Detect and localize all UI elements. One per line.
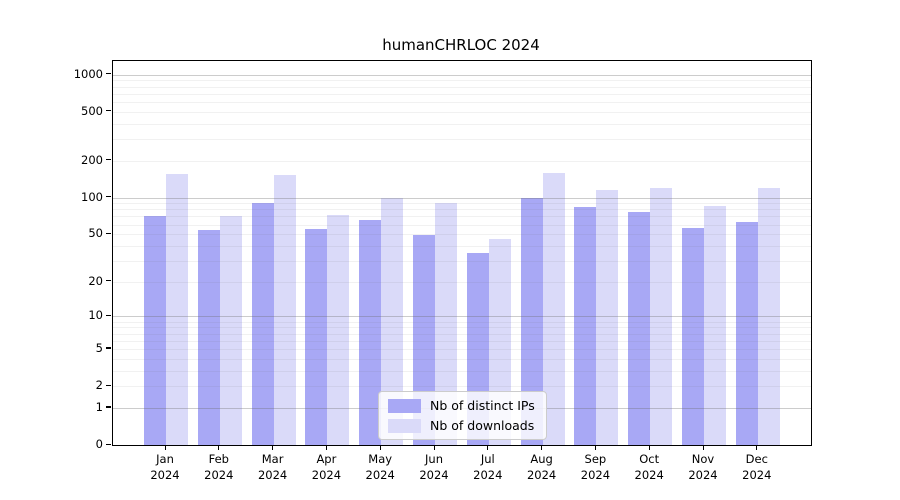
y-tick-label-10: 10 [88,308,103,323]
y-tick-500 [106,110,111,112]
x-tick-label-jul: Jul 2024 [473,452,503,482]
x-tick-apr [325,445,328,450]
chart-title: humanCHRLOC 2024 [382,36,540,54]
bar-downloads-feb [219,215,242,445]
legend: Nb of distinct IPs Nb of downloads [378,391,547,440]
bar-distinct-ips-apr [305,229,328,445]
y-tick-label-50: 50 [88,226,103,241]
x-tick-label-nov: Nov 2024 [688,452,718,482]
x-tick-label-may: May 2024 [365,452,395,482]
y-tick-200 [106,159,111,161]
bar-downloads-jun [435,203,457,445]
y-tick-50 [106,232,111,234]
bar-distinct-ips-feb [197,230,220,445]
y-tick-label-2: 2 [95,378,103,393]
x-tick-jan [164,445,166,450]
x-tick-label-mar: Mar 2024 [257,452,288,482]
bar-distinct-ips-nov [682,228,704,445]
x-tick-oct [648,445,650,450]
x-tick-dec [756,445,758,450]
y-tick-0 [106,443,111,445]
bar-downloads-mar [273,175,296,445]
bar-downloads-aug [542,172,565,445]
y-tick-label-500: 500 [81,103,103,118]
y-tick-1000 [106,73,111,75]
x-tick-may [379,445,381,450]
bar-distinct-ips-mar [251,203,274,445]
x-tick-label-dec: Dec 2024 [742,452,772,482]
legend-entry-downloads: Nb of downloads [388,418,535,433]
x-tick-label-sep: Sep 2024 [580,452,611,482]
x-tick-label-oct: Oct 2024 [634,452,664,482]
y-tick-10 [106,314,111,317]
x-tick-label-apr: Apr 2024 [311,452,342,482]
x-tick-aug [541,445,543,450]
y-tick-20 [106,280,111,282]
x-tick-mar [272,445,274,450]
y-tick-5 [106,347,111,349]
x-tick-nov [702,445,704,450]
y-tick-label-20: 20 [88,273,103,288]
bar-distinct-ips-sep [574,206,597,445]
bar-downloads-dec [757,187,780,445]
y-tick-label-1: 1 [95,399,103,414]
legend-entry-distinct-ips: Nb of distinct IPs [388,398,535,413]
legend-swatch-distinct-ips [388,398,421,413]
bar-distinct-ips-may [359,220,382,445]
y-tick-label-1000: 1000 [73,66,103,81]
y-tick-label-0: 0 [95,437,103,451]
y-tick-label-5: 5 [95,340,103,355]
bar-distinct-ips-jan [144,215,166,445]
bar-downloads-jan [166,173,188,445]
bar-distinct-ips-oct [628,212,651,445]
legend-label-distinct-ips: Nb of distinct IPs [430,398,535,413]
y-tick-1 [106,406,111,408]
x-tick-label-aug: Aug 2024 [526,452,557,482]
bar-downloads-oct [650,188,673,445]
y-tick-label-100: 100 [81,189,103,204]
x-tick-jun [433,445,435,450]
legend-swatch-downloads [388,418,421,433]
y-tick-100 [106,196,111,198]
bar-downloads-apr [327,215,350,445]
x-tick-label-jun: Jun 2024 [419,452,449,482]
bar-downloads-may [381,197,404,445]
plot-area: Nb of distinct IPs Nb of downloads [112,60,812,446]
x-tick-sep [594,445,597,450]
bar-downloads-sep [596,190,619,445]
x-tick-jul [487,445,489,450]
bar-distinct-ips-aug [520,197,543,445]
bar-downloads-nov [704,206,726,445]
y-tick-label-200: 200 [81,152,103,167]
bar-distinct-ips-dec [735,222,758,445]
x-tick-label-feb: Feb 2024 [204,452,234,482]
legend-label-downloads: Nb of downloads [430,418,535,433]
y-tick-2 [106,384,111,386]
x-tick-feb [218,445,220,450]
x-tick-label-jan: Jan 2024 [150,452,180,482]
bars-layer [113,61,811,445]
